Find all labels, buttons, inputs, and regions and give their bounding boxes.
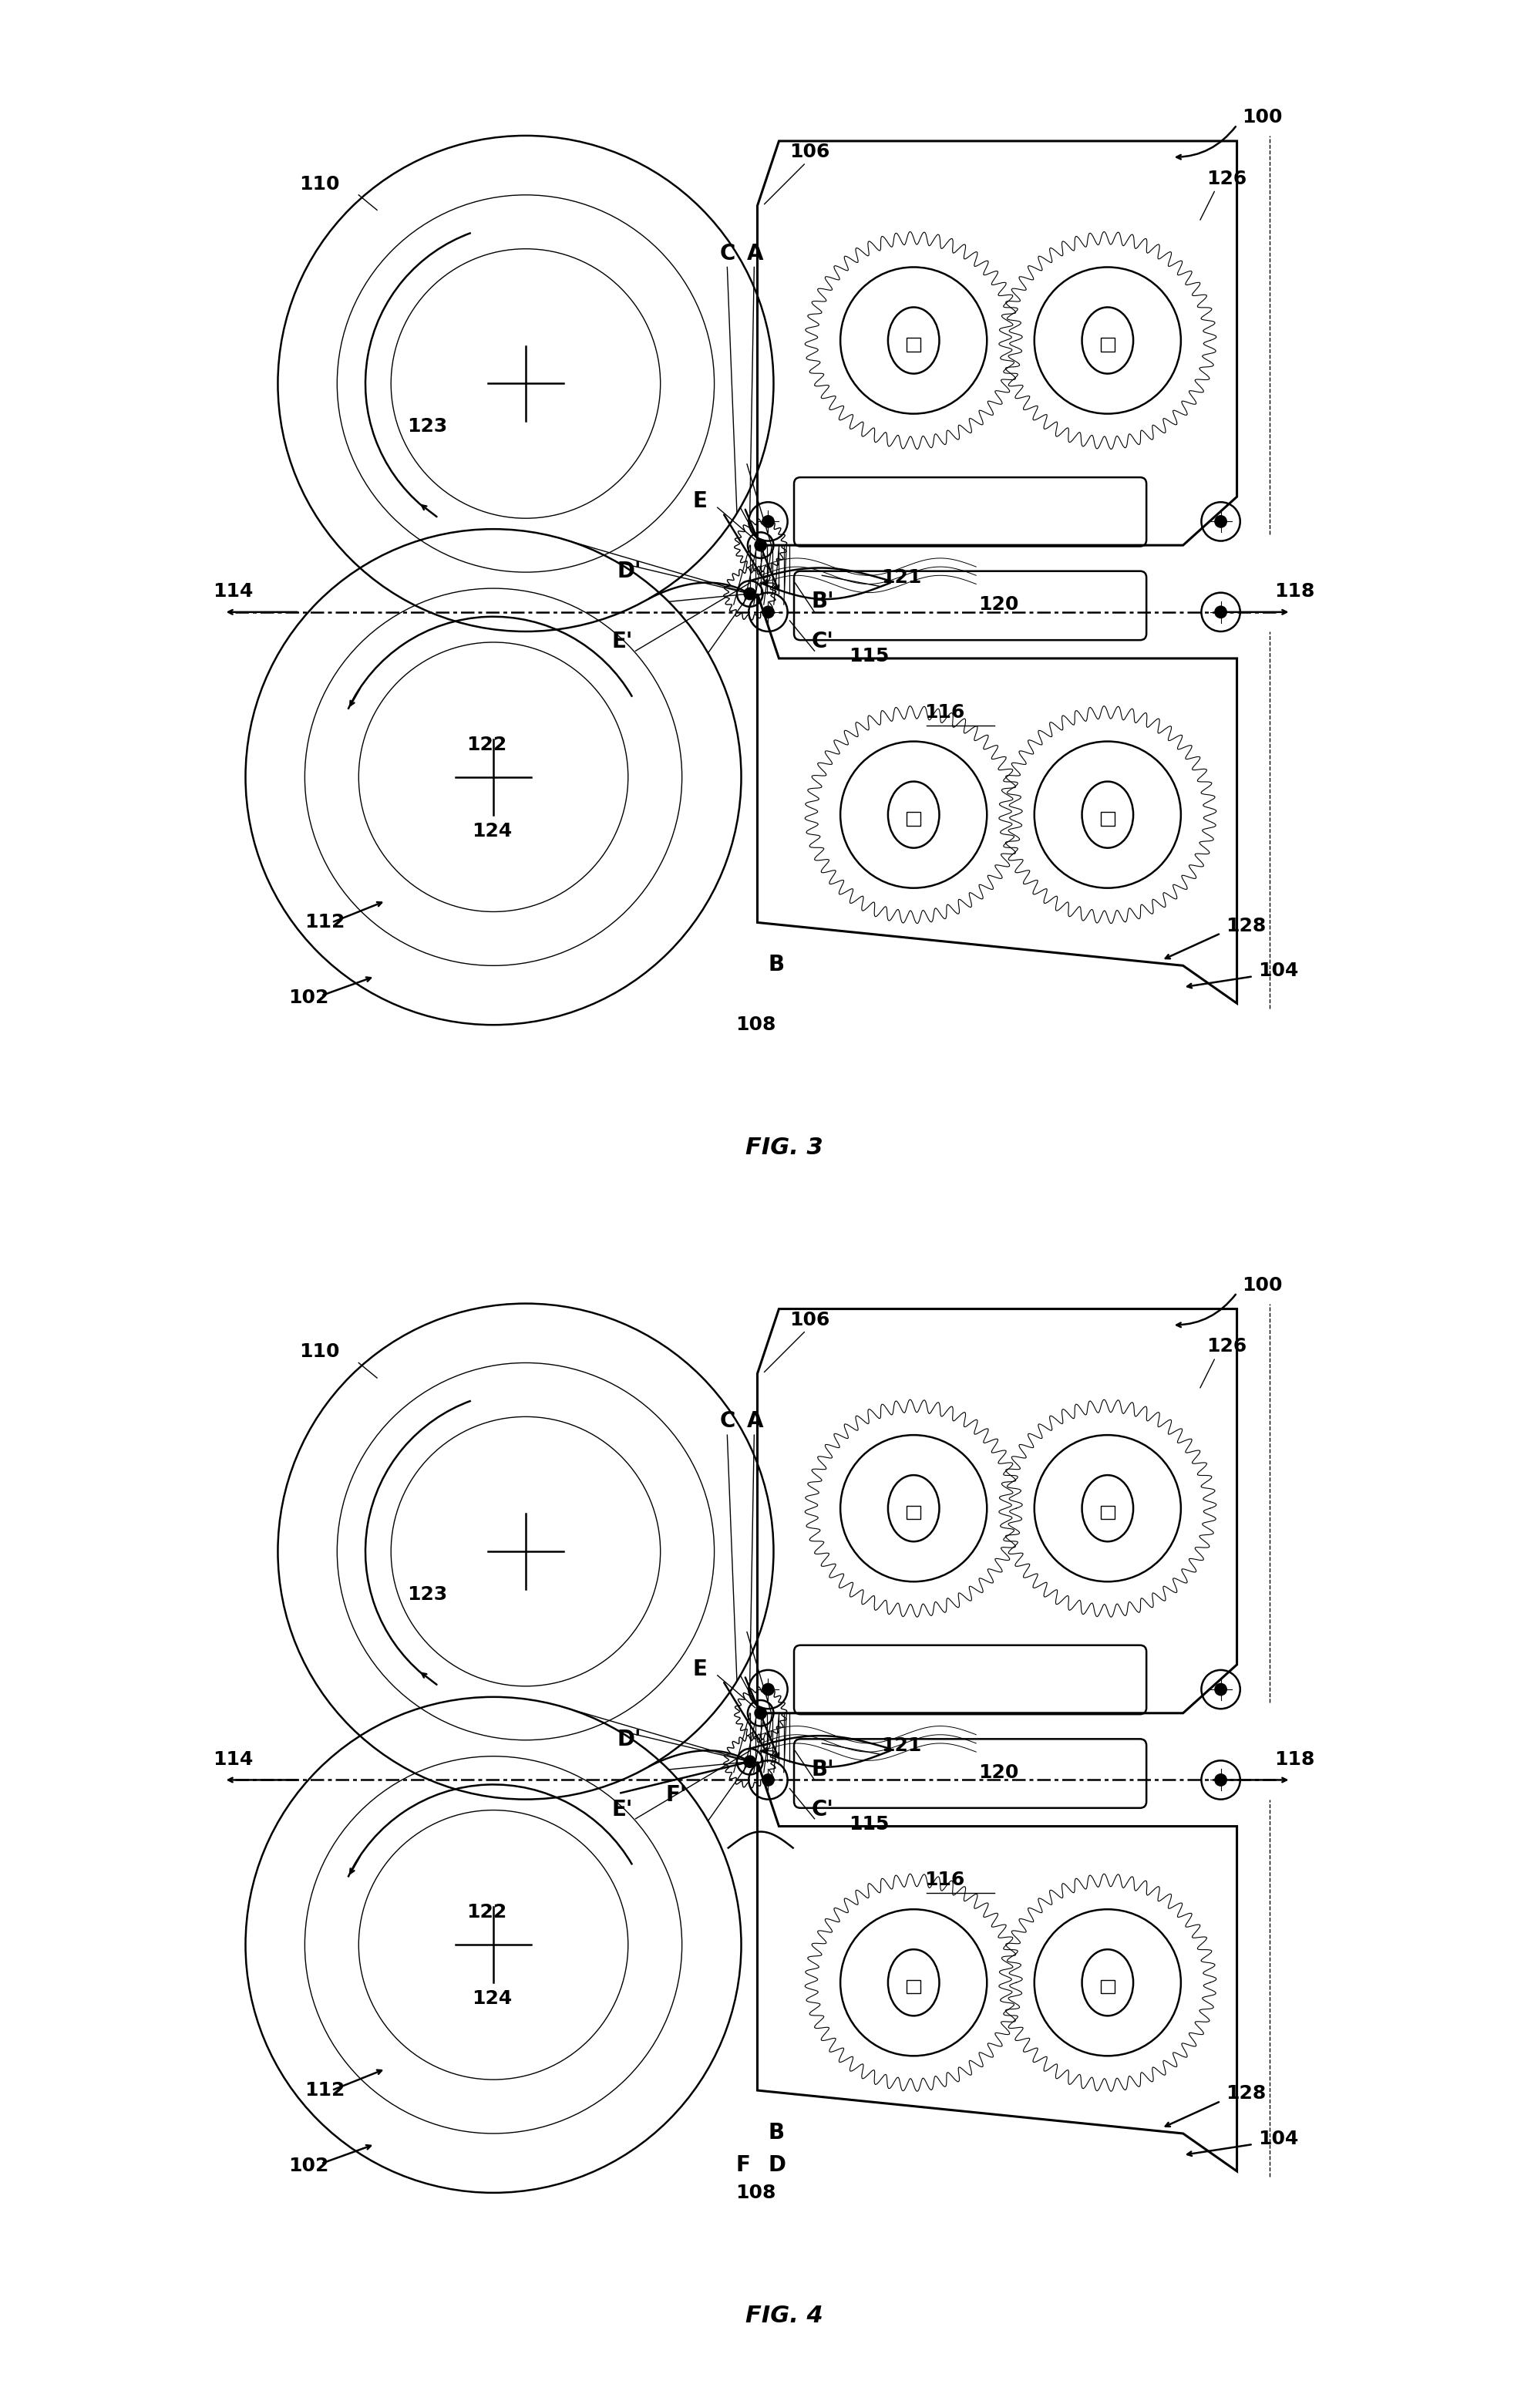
Text: 121: 121 <box>881 1736 921 1755</box>
Text: 106: 106 <box>789 1310 830 1329</box>
Text: A: A <box>746 243 763 265</box>
Text: C': C' <box>812 1799 833 1820</box>
Text: F': F' <box>666 1784 686 1806</box>
Text: 102: 102 <box>289 990 329 1007</box>
Text: 100: 100 <box>1241 108 1282 128</box>
Text: 104: 104 <box>1258 961 1297 980</box>
Text: 122: 122 <box>466 1902 507 1922</box>
Bar <box>907 1505 921 1519</box>
Circle shape <box>1214 1772 1226 1787</box>
Circle shape <box>1214 604 1226 619</box>
Text: 126: 126 <box>1207 1336 1246 1356</box>
Text: 116: 116 <box>924 1871 964 1890</box>
Circle shape <box>762 515 774 527</box>
Text: 128: 128 <box>1225 2085 1266 2102</box>
Text: 100: 100 <box>1241 1276 1282 1296</box>
Text: 116: 116 <box>924 703 964 722</box>
Bar <box>1101 811 1114 826</box>
Text: 110: 110 <box>300 176 339 193</box>
Text: 118: 118 <box>1273 583 1314 602</box>
Bar <box>907 337 921 352</box>
Text: 112: 112 <box>304 913 345 932</box>
Text: C': C' <box>812 631 833 653</box>
Text: 114: 114 <box>213 583 253 602</box>
Circle shape <box>754 1707 766 1719</box>
Text: 114: 114 <box>213 1751 253 1770</box>
Bar <box>907 811 921 826</box>
Text: E': E' <box>612 631 633 653</box>
Text: 108: 108 <box>736 1016 775 1033</box>
Text: 102: 102 <box>289 2158 329 2174</box>
Circle shape <box>762 604 774 619</box>
Text: D': D' <box>618 1729 642 1751</box>
Text: 115: 115 <box>848 648 889 665</box>
Text: A: A <box>746 1411 763 1433</box>
Text: 123: 123 <box>407 417 447 436</box>
Text: 128: 128 <box>1225 917 1266 934</box>
Text: D: D <box>768 2155 786 2177</box>
Circle shape <box>1214 515 1226 527</box>
Text: B: B <box>768 2121 784 2143</box>
Text: E': E' <box>612 1799 633 1820</box>
Text: 126: 126 <box>1207 169 1246 188</box>
Text: 108: 108 <box>736 2184 775 2201</box>
Circle shape <box>743 588 755 600</box>
Text: 106: 106 <box>789 142 830 161</box>
Text: 110: 110 <box>300 1344 339 1361</box>
Text: E: E <box>692 491 707 513</box>
Circle shape <box>762 1772 774 1787</box>
Text: D': D' <box>618 561 642 583</box>
Circle shape <box>754 539 766 551</box>
Bar <box>1101 1979 1114 1994</box>
Circle shape <box>1214 1683 1226 1695</box>
Text: 112: 112 <box>304 2081 345 2100</box>
Text: F: F <box>736 2155 749 2177</box>
Text: 120: 120 <box>978 1763 1017 1782</box>
Text: C: C <box>719 243 734 265</box>
Bar <box>1101 1505 1114 1519</box>
Circle shape <box>743 1755 755 1767</box>
Circle shape <box>762 1683 774 1695</box>
Bar <box>1101 337 1114 352</box>
Bar <box>907 1979 921 1994</box>
Text: B': B' <box>812 590 834 612</box>
Text: 118: 118 <box>1273 1751 1314 1770</box>
Text: B': B' <box>812 1758 834 1780</box>
Text: 121: 121 <box>881 568 921 588</box>
Text: 124: 124 <box>471 821 512 840</box>
Text: E: E <box>692 1659 707 1681</box>
Text: FIG. 3: FIG. 3 <box>745 1137 822 1158</box>
Text: 124: 124 <box>471 1989 512 2008</box>
Text: 104: 104 <box>1258 2129 1297 2148</box>
Text: 122: 122 <box>466 734 507 754</box>
Text: FIG. 4: FIG. 4 <box>745 2304 822 2326</box>
Text: 115: 115 <box>848 1816 889 1832</box>
Text: 120: 120 <box>978 595 1017 614</box>
Text: C: C <box>719 1411 734 1433</box>
Text: 123: 123 <box>407 1584 447 1604</box>
Text: B: B <box>768 954 784 975</box>
